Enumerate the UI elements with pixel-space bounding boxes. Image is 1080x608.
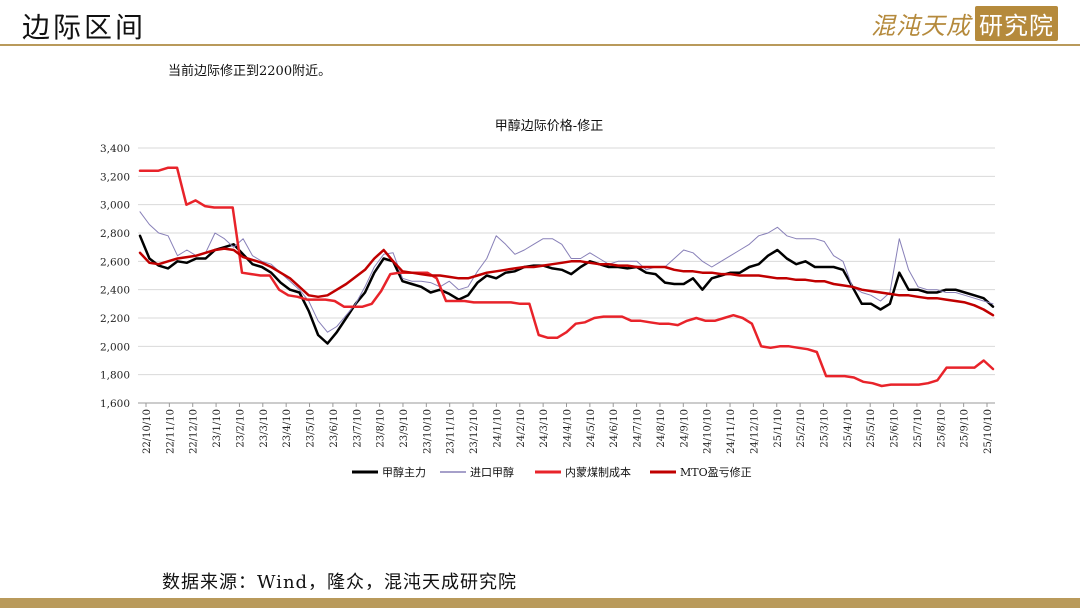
brand-logo-text: 混沌天成 — [871, 11, 971, 40]
x-tick-label: 23/2/10 — [235, 409, 246, 448]
legend-label: 进口甲醇 — [470, 465, 514, 479]
y-tick-label: 1,800 — [100, 370, 130, 382]
legend-label: MTO盈亏修正 — [680, 465, 752, 479]
series-line-2 — [138, 166, 995, 388]
x-tick-label: 23/1/10 — [212, 409, 223, 448]
x-tick-label: 25/4/10 — [843, 409, 854, 448]
y-tick-label: 3,200 — [100, 171, 130, 183]
x-tick-label: 22/10/10 — [142, 409, 153, 454]
slide-subtitle: 当前边际修正到2200附近。 — [168, 64, 332, 79]
series-line-3 — [138, 247, 995, 317]
x-tick-label: 25/8/10 — [936, 409, 947, 448]
x-tick-label: 23/8/10 — [376, 409, 387, 448]
y-tick-label: 3,400 — [100, 143, 130, 155]
brand-logo: 混沌天成 研究院 — [871, 5, 1058, 41]
x-tick-label: 23/4/10 — [282, 409, 293, 448]
x-tick-label: 25/5/10 — [866, 409, 877, 448]
x-tick-label: 23/6/10 — [329, 409, 340, 448]
x-tick-label: 23/10/10 — [422, 409, 433, 454]
y-tick-label: 2,400 — [100, 285, 130, 297]
x-tick-label: 24/1/10 — [492, 409, 503, 448]
data-source-note: 数据来源：Wind，隆众，混沌天成研究院 — [162, 572, 518, 593]
x-tick-label: 23/7/10 — [352, 409, 363, 448]
x-tick-label: 24/10/10 — [703, 409, 714, 454]
methanol-margin-chart: 甲醇边际价格-修正 3,400 3,200 3,000 2,800 2,600 2,400… — [100, 118, 995, 479]
x-tick-label: 22/12/10 — [189, 409, 200, 454]
y-tick-label: 1,600 — [100, 398, 130, 410]
x-tick-label: 25/3/10 — [819, 409, 830, 448]
x-tick-label: 25/6/10 — [890, 409, 901, 448]
x-tick-label: 25/7/10 — [913, 409, 924, 448]
y-tick-label: 3,000 — [100, 200, 130, 212]
x-tick-label: 23/9/10 — [399, 409, 410, 448]
x-tick-label: 24/8/10 — [656, 409, 667, 448]
x-tick-label: 25/9/10 — [960, 409, 971, 448]
x-tick-label: 23/3/10 — [259, 409, 270, 448]
x-tick-label: 24/12/10 — [749, 409, 760, 454]
x-tick-label: 24/4/10 — [563, 409, 574, 448]
x-tick-label: 25/2/10 — [796, 409, 807, 448]
x-tick-label: 23/5/10 — [306, 409, 317, 448]
x-tick-label: 22/11/10 — [165, 409, 176, 454]
x-tick-label: 24/9/10 — [679, 409, 690, 448]
legend-label: 内蒙煤制成本 — [565, 465, 631, 479]
chart-title: 甲醇边际价格-修正 — [495, 118, 603, 134]
y-tick-label: 2,000 — [100, 341, 130, 353]
x-tick-label: 24/6/10 — [609, 409, 620, 448]
x-tick-label: 24/7/10 — [633, 409, 644, 448]
brand-logo-badge: 研究院 — [975, 5, 1058, 41]
header-divider — [0, 44, 1080, 46]
x-tick-label: 25/10/10 — [983, 409, 994, 454]
footer-divider — [0, 598, 1080, 608]
x-tick-label: 23/11/10 — [446, 409, 457, 454]
page-title: 边际区间 — [22, 11, 147, 44]
x-tick-label: 24/5/10 — [586, 409, 597, 448]
legend-label: 甲醇主力 — [382, 465, 426, 479]
x-tick-label: 24/11/10 — [726, 409, 737, 454]
y-tick-label: 2,800 — [100, 228, 130, 240]
y-tick-label: 2,600 — [100, 256, 130, 268]
x-tick-label: 23/12/10 — [469, 409, 480, 454]
x-tick-label: 24/3/10 — [539, 409, 550, 448]
x-tick-label: 24/2/10 — [516, 409, 527, 448]
y-tick-label: 2,200 — [100, 313, 130, 325]
x-tick-label: 25/1/10 — [773, 409, 784, 448]
